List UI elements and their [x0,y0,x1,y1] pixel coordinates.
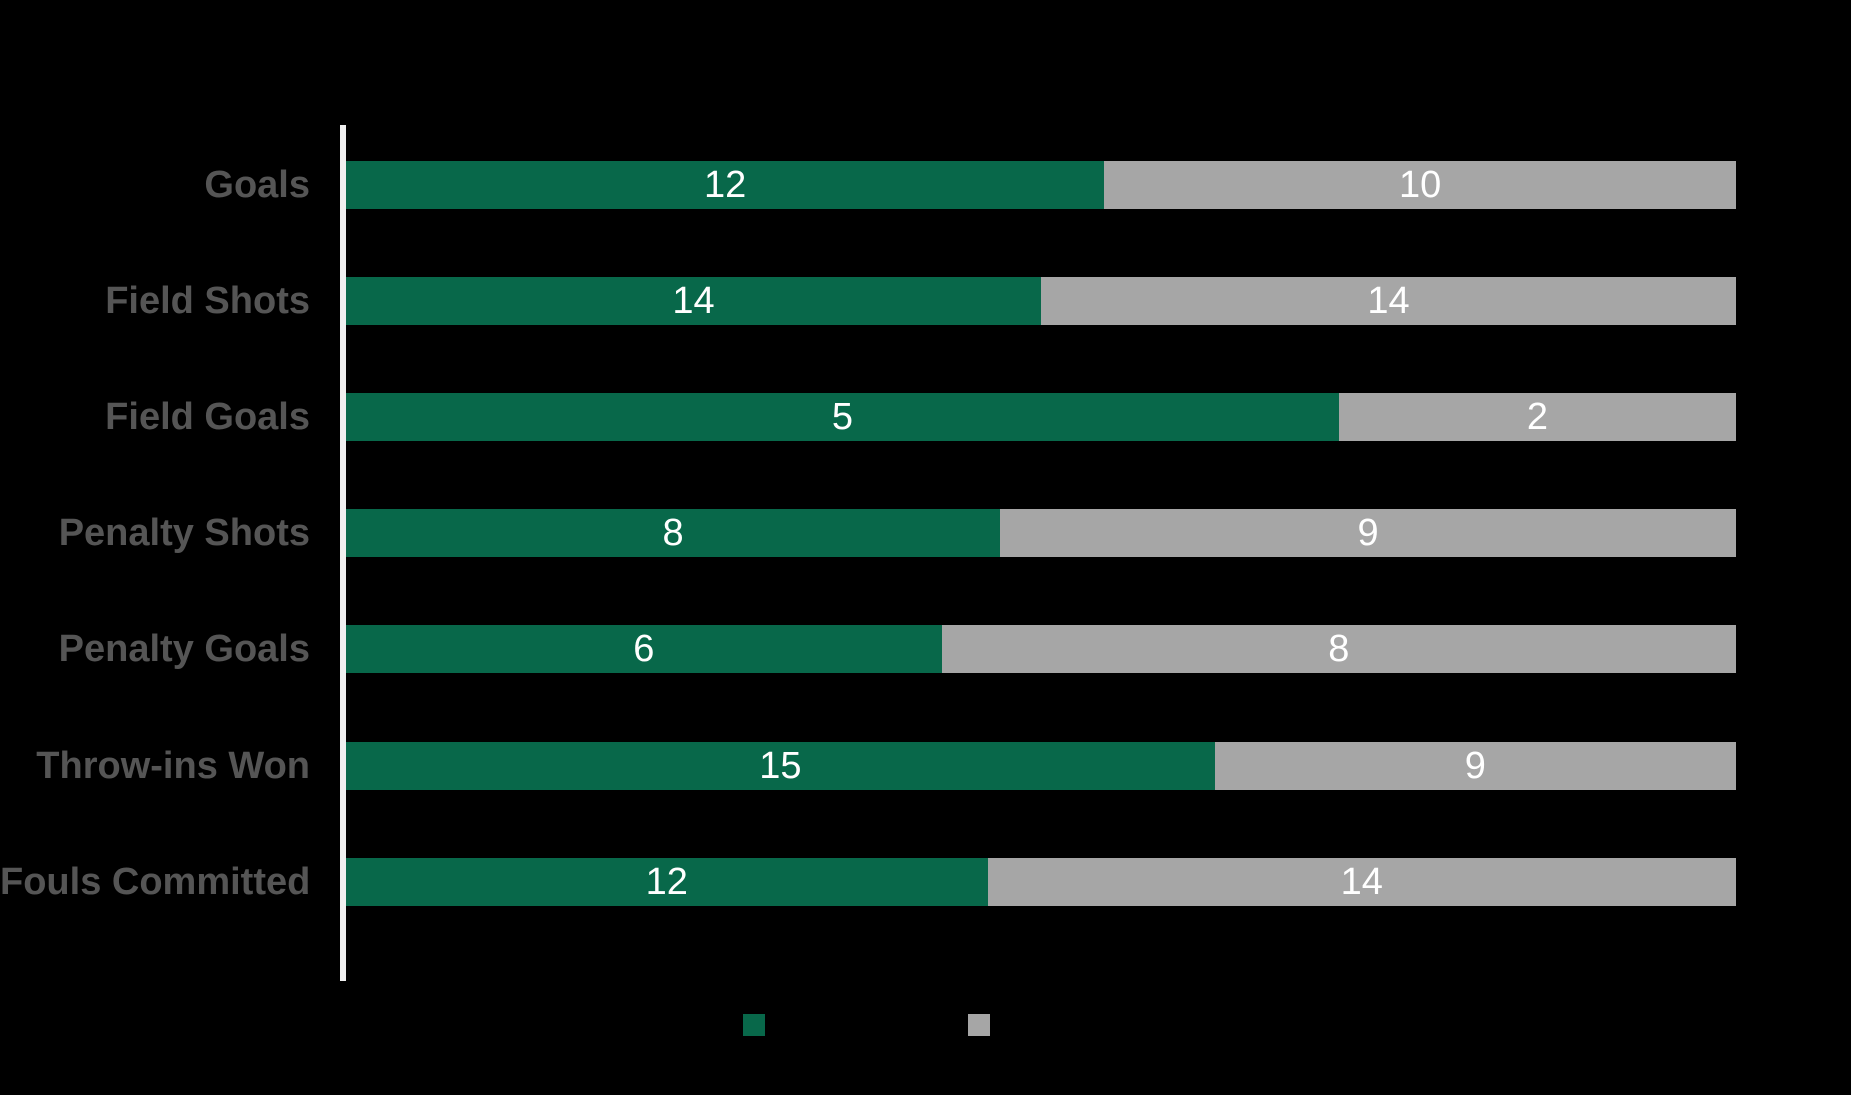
bar-value-label: 15 [759,745,802,787]
chart-row: Field Shots 14 14 [0,277,1851,325]
category-label: Penalty Shots [58,512,310,554]
legend-swatch-gray [968,1014,990,1036]
bar-segment-green: 14 [346,277,1041,325]
stacked-bar: 12 14 [346,858,1736,906]
category-label: Fouls Committed [0,861,311,903]
category-label: Throw-ins Won [36,745,310,787]
bar-segment-green: 15 [346,742,1215,790]
chart-row: Penalty Shots 8 9 [0,509,1851,557]
bar-segment-green: 8 [346,509,1001,557]
bar-value-label: 6 [633,628,655,670]
bar-value-label: 10 [1398,164,1442,206]
chart-row: Throw-ins Won 15 9 [0,742,1851,790]
bar-value-label: 9 [1357,512,1379,554]
bar-segment-green: 6 [346,625,942,673]
bar-segment-gray: 9 [1000,509,1736,557]
category-label: Field Goals [105,396,310,438]
bar-segment-gray: 14 [1041,277,1736,325]
bar-value-label: 8 [1328,628,1350,670]
bar-segment-gray: 9 [1214,742,1736,790]
bar-segment-gray: 2 [1338,393,1736,441]
stacked-bar: 14 14 [346,277,1736,325]
bar-value-label: 12 [645,861,688,903]
bar-value-label: 2 [1526,396,1548,438]
bar-value-label: 14 [672,280,715,322]
chart-row: Goals 12 10 [0,161,1851,209]
bar-value-label: 5 [831,396,853,438]
bar-segment-gray: 14 [987,858,1736,906]
legend-swatch-green [743,1014,765,1036]
chart-row: Fouls Committed 12 14 [0,858,1851,906]
bar-segment-gray: 10 [1104,161,1736,209]
chart-row: Field Goals 5 2 [0,393,1851,441]
chart-row: Penalty Goals 6 8 [0,625,1851,673]
category-label: Field Shots [105,280,310,322]
category-label: Goals [204,164,310,206]
bar-value-label: 14 [1367,280,1410,322]
stacked-bar: 12 10 [346,161,1736,209]
category-label: Penalty Goals [58,628,310,670]
stacked-bar: 15 9 [346,742,1736,790]
bar-value-label: 9 [1464,745,1486,787]
bar-segment-green: 12 [346,161,1105,209]
bar-segment-green: 5 [346,393,1339,441]
bar-value-label: 14 [1340,861,1383,903]
y-axis-baseline [340,125,346,981]
bar-value-label: 12 [703,164,747,206]
bar-value-label: 8 [662,512,684,554]
bar-segment-green: 12 [346,858,988,906]
bar-segment-gray: 8 [941,625,1736,673]
